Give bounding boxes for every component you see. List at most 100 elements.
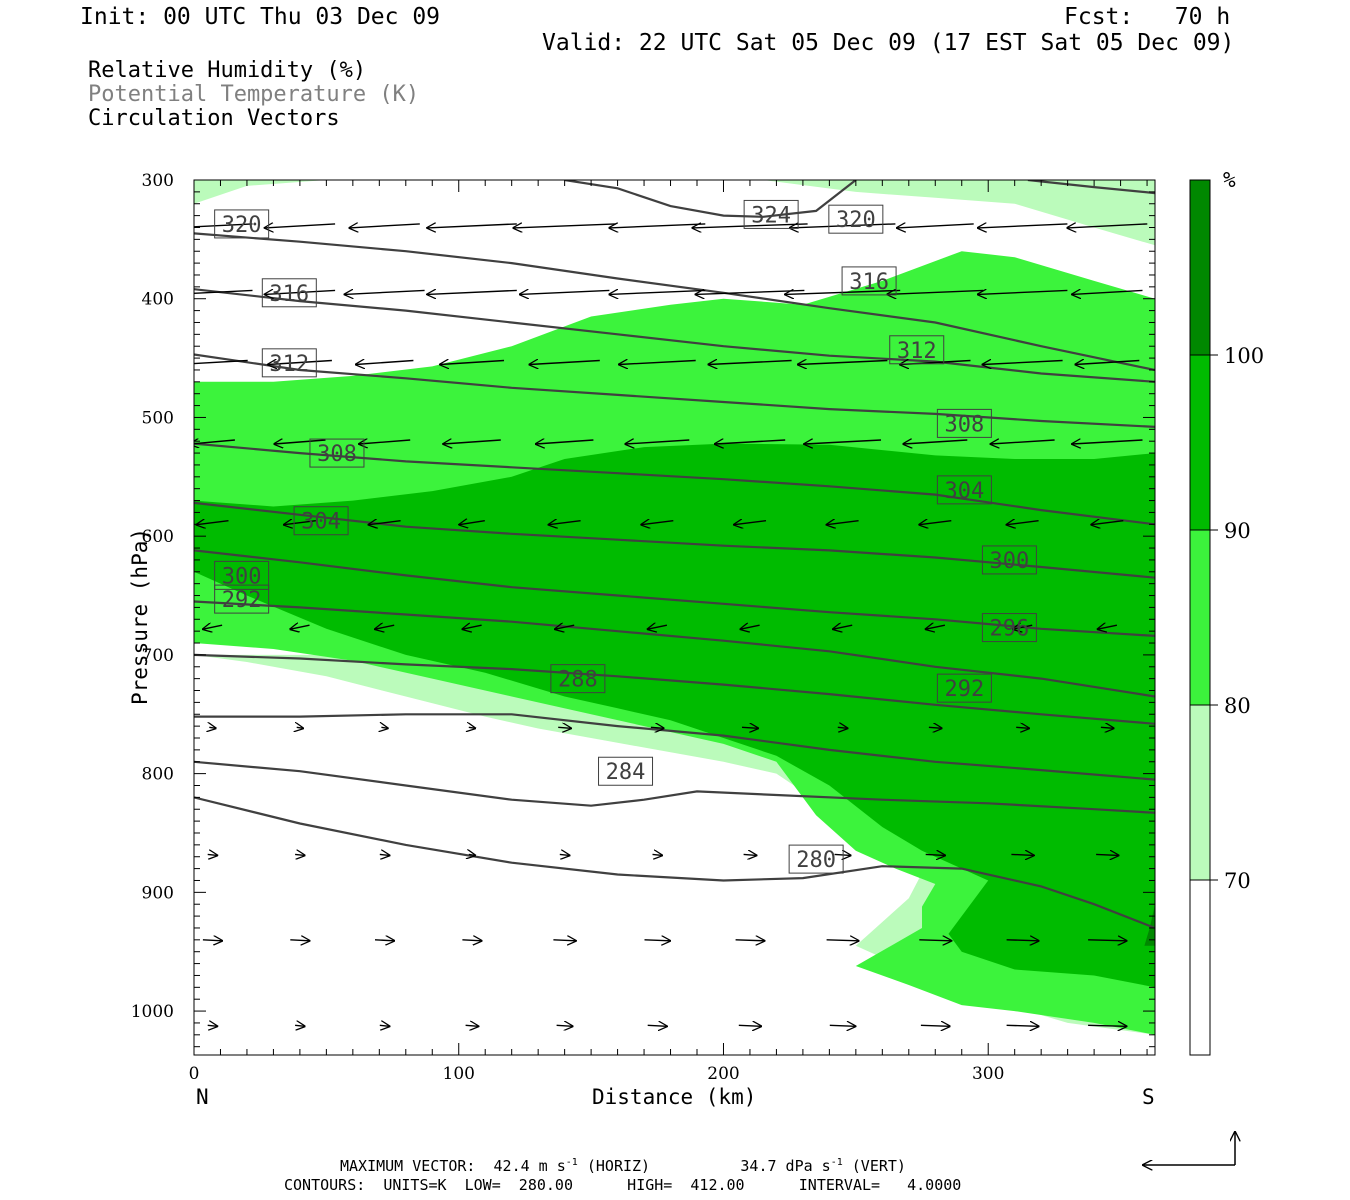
y-tick-label: 400	[142, 290, 174, 310]
svg-text:300: 300	[990, 549, 1030, 574]
vector-arrow	[708, 361, 792, 365]
vector-arrow	[735, 940, 765, 941]
vector-arrow	[920, 1025, 950, 1026]
theta-label-304: 304	[293, 506, 349, 536]
vector-arrow	[926, 625, 946, 629]
vector-arrow	[903, 440, 968, 444]
vector-arrow	[207, 854, 218, 855]
colorbar-80-90	[1190, 530, 1210, 705]
vector-arrow	[194, 289, 253, 295]
colorbar-70-80	[1190, 705, 1210, 880]
vector-arrow	[553, 940, 575, 941]
legend-vectors: Circulation Vectors	[88, 106, 340, 131]
y-tick-label: 700	[142, 646, 174, 666]
vector-arrow	[647, 1025, 667, 1026]
theta-contour-328	[1027, 180, 1155, 195]
vector-arrow	[1075, 361, 1140, 365]
vector-arrow	[804, 440, 882, 444]
vector-arrow	[559, 854, 570, 855]
vector-arrow	[1096, 854, 1118, 855]
theta-label-292: 292	[214, 584, 270, 614]
vector-arrow	[829, 1025, 856, 1026]
vector-arrow	[827, 521, 859, 525]
colorbar-level-label: 100	[1224, 344, 1264, 368]
vector-arrow	[295, 1025, 305, 1026]
vector-arrow	[609, 290, 706, 294]
svg-text:308: 308	[945, 412, 985, 437]
vector-arrow	[374, 940, 394, 941]
vector-arrow	[202, 940, 222, 941]
vector-arrow	[798, 361, 888, 365]
y-tick-label: 500	[142, 408, 174, 428]
vert-value: 34.7 dPa s	[740, 1157, 831, 1175]
vector-arrow	[369, 521, 401, 525]
horiz-exp: -1	[565, 1157, 578, 1168]
vector-arrow	[536, 440, 594, 444]
vector-arrow	[983, 361, 1063, 365]
svg-text:320: 320	[836, 208, 876, 233]
vector-arrow	[555, 625, 575, 629]
colorbar-90-100	[1190, 355, 1210, 530]
vector-arrow	[925, 854, 945, 855]
theta-label-300: 300	[981, 545, 1037, 575]
vector-arrow	[897, 224, 974, 228]
vector-arrow	[356, 361, 414, 365]
vector-arrow	[644, 940, 671, 941]
vector-arrow	[1013, 625, 1033, 629]
vector-arrow	[459, 521, 485, 525]
vector-arrow	[469, 854, 475, 855]
vector-arrow	[978, 224, 1068, 228]
colorbar-unit: %	[1223, 168, 1236, 192]
vector-arrow	[375, 625, 395, 629]
svg-text:300: 300	[222, 564, 262, 589]
vector-arrow	[427, 290, 517, 294]
vector-arrow	[734, 521, 767, 525]
reference-vector-icon	[1143, 1132, 1235, 1165]
theta-label-288: 288	[550, 664, 606, 694]
colorbar-level-label: 90	[1224, 519, 1251, 543]
theta-label-316: 316	[841, 266, 897, 296]
rh-region-100+	[1144, 904, 1155, 946]
svg-text:288: 288	[558, 668, 598, 693]
theta-contour-304	[194, 501, 1155, 579]
svg-text:316: 316	[849, 270, 889, 295]
vector-arrow	[297, 727, 303, 728]
svg-text:304: 304	[945, 479, 985, 504]
vector-arrow	[1100, 727, 1114, 728]
vector-arrow	[928, 727, 942, 728]
vector-arrow	[469, 727, 475, 728]
vector-arrow	[268, 361, 332, 365]
vector-arrow	[265, 290, 336, 294]
vector-arrow	[209, 727, 215, 728]
vector-arrow	[549, 521, 581, 525]
vector-arrow	[1088, 940, 1126, 941]
rh-fill-layer	[194, 180, 1155, 1035]
y-tick-label: 1000	[131, 1002, 174, 1022]
svg-text:292: 292	[222, 588, 262, 613]
vector-arrow	[529, 361, 600, 365]
vector-arrow	[465, 1025, 479, 1026]
vector-arrow	[1006, 940, 1039, 941]
y-axis-label: Pressure (hPa)	[128, 527, 152, 705]
vector-arrow	[349, 224, 420, 228]
vector-arrow	[203, 625, 223, 629]
vector-arrow	[194, 440, 235, 444]
vector-arrow	[991, 440, 1055, 444]
svg-text:308: 308	[317, 442, 357, 467]
plot-frame	[193, 179, 1156, 1056]
y-tick-label: 900	[142, 883, 174, 903]
vector-arrow	[790, 224, 896, 228]
svg-text:316: 316	[269, 282, 309, 307]
y-tick-label: 600	[142, 527, 174, 547]
svg-text:312: 312	[269, 352, 309, 377]
theta-label-284: 284	[598, 756, 654, 786]
theta-label-304: 304	[936, 475, 992, 505]
vector-arrow	[520, 290, 610, 294]
horiz-value: 42.4 m s	[493, 1157, 566, 1175]
theta-label-312: 312	[261, 348, 317, 378]
vector-arrow	[641, 521, 674, 525]
theta-contour-300	[194, 549, 1155, 637]
svg-text:292: 292	[945, 677, 985, 702]
vector-arrow	[513, 224, 616, 228]
